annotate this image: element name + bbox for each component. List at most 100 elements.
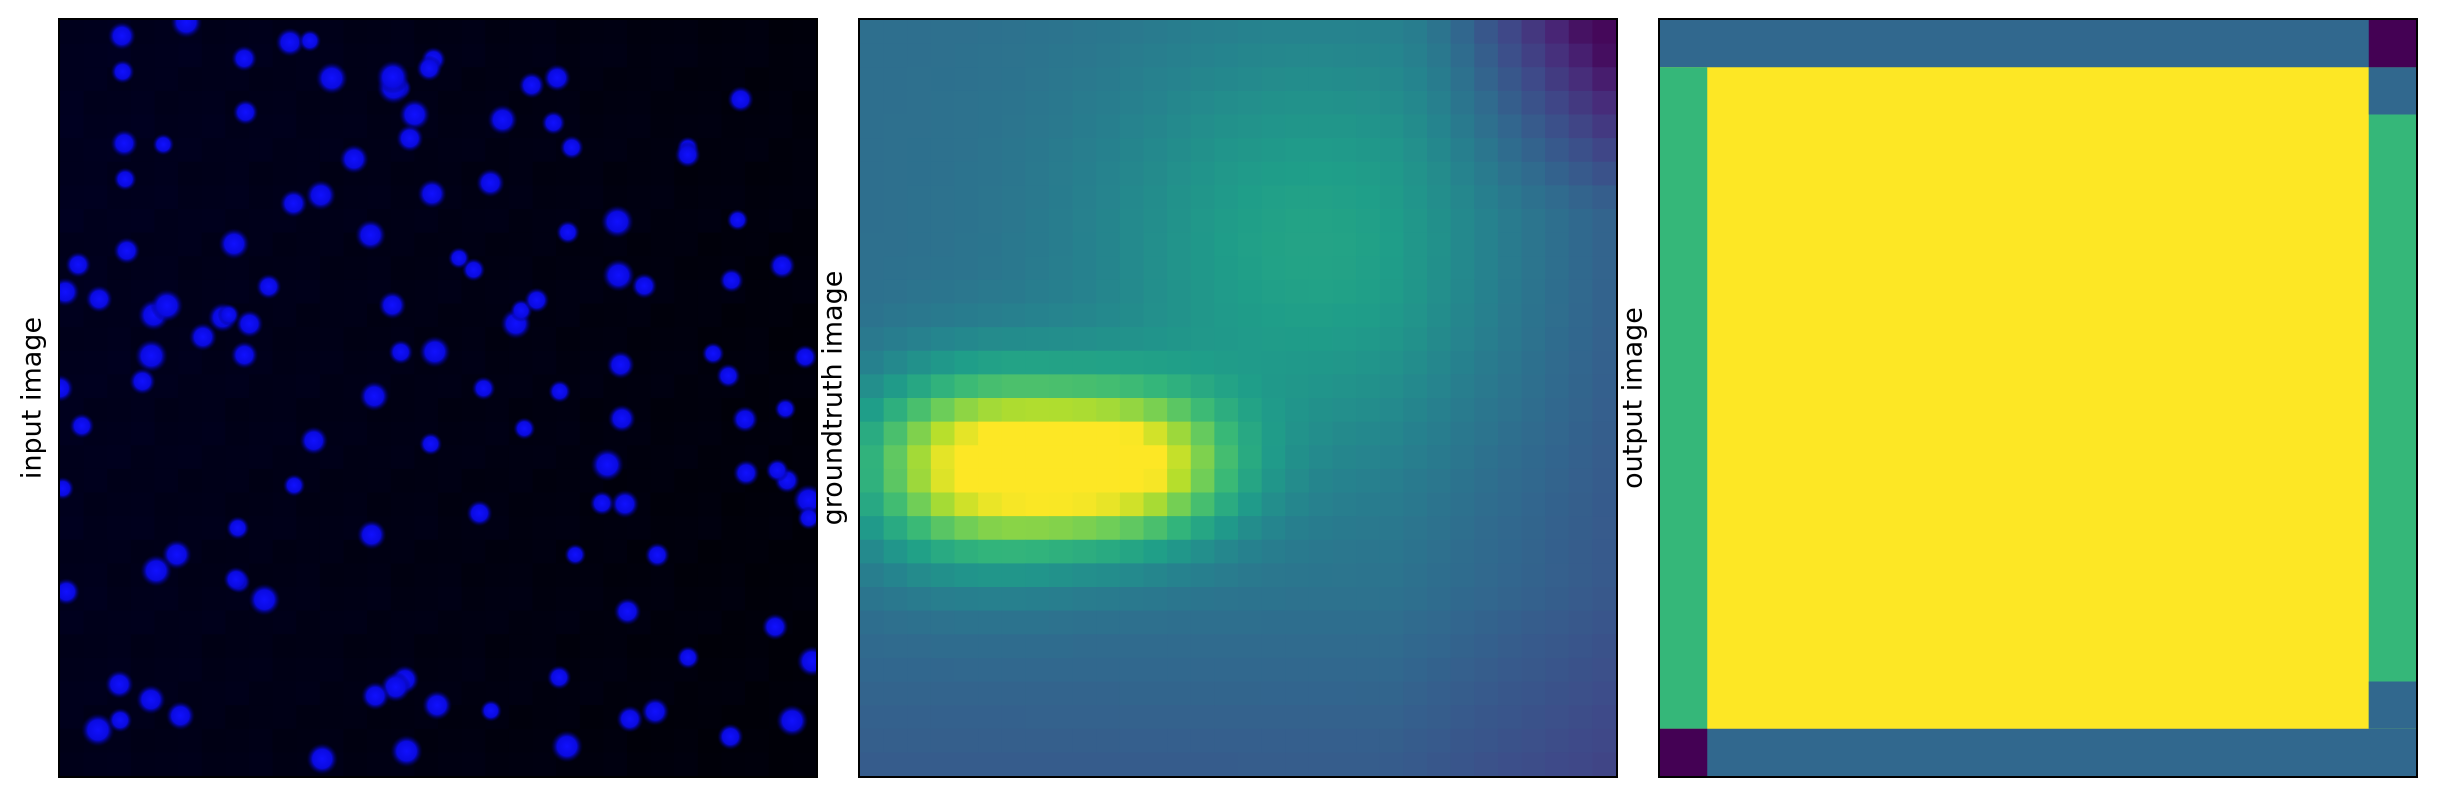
input-cell — [721, 114, 746, 139]
groundtruth-cell — [978, 728, 1003, 753]
groundtruth-cell — [954, 209, 979, 234]
nucleus-blob — [107, 21, 136, 51]
groundtruth-cell — [1190, 161, 1215, 186]
groundtruth-cell — [1568, 20, 1593, 45]
groundtruth-cell — [1214, 728, 1239, 753]
groundtruth-cell — [1261, 468, 1286, 493]
groundtruth-cell — [1545, 114, 1570, 139]
groundtruth-cell — [1379, 563, 1404, 588]
groundtruth-cell — [1072, 539, 1097, 564]
input-cell — [461, 728, 486, 753]
groundtruth-cell — [1332, 468, 1357, 493]
nucleus-blob — [602, 258, 636, 292]
groundtruth-cell — [1497, 728, 1522, 753]
groundtruth-cell — [1214, 43, 1239, 68]
groundtruth-cell — [1545, 610, 1570, 635]
input-cell — [697, 610, 722, 635]
groundtruth-cell — [860, 587, 885, 612]
groundtruth-cell — [1356, 256, 1381, 281]
groundtruth-cell — [978, 421, 1003, 446]
input-cell — [343, 114, 368, 139]
groundtruth-cell — [883, 445, 908, 470]
input-cell — [603, 43, 628, 68]
input-cell — [83, 657, 108, 682]
groundtruth-cell — [883, 516, 908, 541]
input-cell — [556, 43, 581, 68]
input-cell — [650, 20, 675, 45]
groundtruth-cell — [1403, 279, 1428, 304]
groundtruth-cell — [1261, 161, 1286, 186]
groundtruth-cell — [1521, 279, 1546, 304]
groundtruth-cell — [1025, 468, 1050, 493]
input-cell — [461, 421, 486, 446]
input-cell — [697, 752, 722, 776]
input-cell — [627, 43, 652, 68]
input-cell — [319, 279, 344, 304]
groundtruth-cell — [1143, 185, 1168, 210]
input-cell — [697, 634, 722, 659]
groundtruth-cell — [1356, 421, 1381, 446]
groundtruth-cell — [1497, 185, 1522, 210]
groundtruth-cell — [978, 516, 1003, 541]
input-cell — [650, 752, 675, 776]
groundtruth-cell — [930, 303, 955, 328]
input-cell — [532, 350, 557, 375]
groundtruth-cell — [883, 728, 908, 753]
groundtruth-cell — [930, 398, 955, 423]
input-cell — [674, 516, 699, 541]
input-cell — [178, 657, 203, 682]
groundtruth-cell — [1521, 350, 1546, 375]
groundtruth-cell — [1308, 209, 1333, 234]
groundtruth-cell — [1521, 728, 1546, 753]
input-cell — [792, 303, 816, 328]
groundtruth-cell — [1545, 67, 1570, 92]
groundtruth-cell — [930, 185, 955, 210]
groundtruth-cell — [1474, 161, 1499, 186]
groundtruth-cell — [1072, 468, 1097, 493]
groundtruth-cell — [1238, 20, 1263, 45]
input-cell — [532, 209, 557, 234]
input-cell — [579, 516, 604, 541]
groundtruth-cell — [1403, 303, 1428, 328]
input-cell — [579, 303, 604, 328]
input-cell — [485, 563, 510, 588]
groundtruth-cell — [1545, 209, 1570, 234]
input-cell — [367, 492, 392, 517]
input-cell — [508, 705, 533, 730]
input-cell — [390, 161, 415, 186]
groundtruth-cell — [860, 728, 885, 753]
groundtruth-cell — [1521, 705, 1546, 730]
input-cell — [579, 43, 604, 68]
input-cell — [178, 468, 203, 493]
input-cell — [556, 185, 581, 210]
groundtruth-cell — [1450, 705, 1475, 730]
groundtruth-cell — [954, 398, 979, 423]
nucleus-blob — [600, 205, 634, 239]
groundtruth-cell — [1072, 492, 1097, 517]
nucleus-blob — [731, 405, 759, 433]
groundtruth-cell — [1238, 539, 1263, 564]
input-cell — [390, 256, 415, 281]
groundtruth-cell — [1474, 185, 1499, 210]
groundtruth-cell — [1025, 350, 1050, 375]
groundtruth-cell — [1427, 185, 1452, 210]
groundtruth-cell — [1521, 681, 1546, 706]
groundtruth-cell — [1096, 563, 1121, 588]
input-cell — [697, 681, 722, 706]
input-cell — [83, 43, 108, 68]
groundtruth-cell — [1427, 681, 1452, 706]
input-cell — [178, 374, 203, 399]
groundtruth-cell — [1521, 657, 1546, 682]
input-cell — [225, 681, 250, 706]
input-cell — [508, 563, 533, 588]
input-cell — [768, 114, 793, 139]
input-cell — [556, 161, 581, 186]
input-cell — [792, 587, 816, 612]
groundtruth-cell — [1190, 492, 1215, 517]
input-cell — [674, 114, 699, 139]
groundtruth-cell — [954, 610, 979, 635]
groundtruth-cell — [1049, 209, 1074, 234]
input-cell — [792, 681, 816, 706]
groundtruth-cell — [1214, 539, 1239, 564]
nucleus-blob — [475, 168, 505, 198]
